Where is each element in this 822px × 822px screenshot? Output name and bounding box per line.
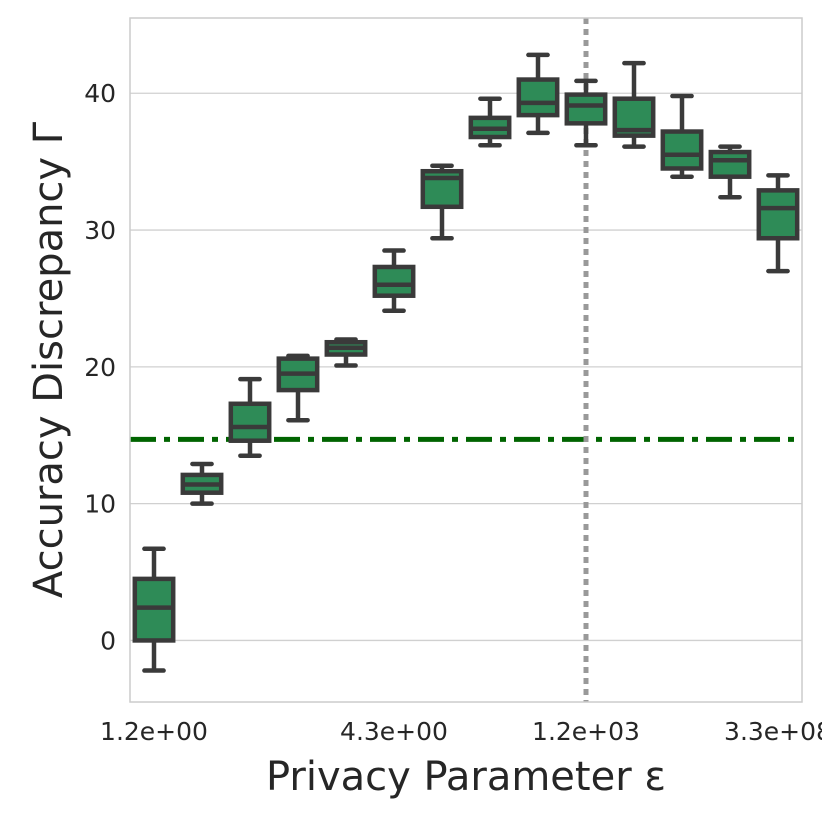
box-plot xyxy=(516,52,560,136)
box-body xyxy=(660,129,704,171)
y-axis-label: Accuracy Discrepancy Γ xyxy=(26,121,72,598)
y-tick-label: 20 xyxy=(84,353,116,382)
y-tick-labels: 0 10 20 30 40 xyxy=(84,79,116,655)
box-plot xyxy=(372,248,416,314)
box-body xyxy=(564,92,608,126)
x-axis-label: Privacy Parameter ε xyxy=(266,754,666,800)
box-body xyxy=(756,188,800,241)
x-tick-label: 4.3e+00 xyxy=(340,717,448,746)
box-plot xyxy=(324,337,368,368)
box-plot xyxy=(420,163,464,241)
box-plot xyxy=(228,376,272,459)
plot-area-background xyxy=(130,18,802,702)
box-plot xyxy=(564,78,608,148)
box-plot xyxy=(132,546,176,673)
y-tick-label: 40 xyxy=(84,79,116,108)
box-plot xyxy=(276,353,320,423)
box-plot xyxy=(468,96,512,148)
box-plots xyxy=(132,52,800,673)
x-tick-label: 1.2e+03 xyxy=(532,717,640,746)
y-tick-label: 30 xyxy=(84,216,116,245)
box-plot xyxy=(756,173,800,274)
x-tick-label: 1.2e+00 xyxy=(100,717,208,746)
x-tick-labels: 1.2e+00 4.3e+00 1.2e+03 3.3e+08 xyxy=(100,717,822,746)
box-plot xyxy=(612,60,656,149)
y-tick-label: 10 xyxy=(84,490,116,519)
x-tick-label: 3.3e+08 xyxy=(724,717,822,746)
box-body xyxy=(516,77,560,118)
box-plot xyxy=(660,93,704,179)
plot-frame xyxy=(129,17,803,703)
grid-lines xyxy=(130,92,802,642)
box-body xyxy=(372,264,416,298)
box-plot xyxy=(180,461,224,506)
box-body xyxy=(708,149,752,179)
box-plot xyxy=(708,144,752,200)
y-tick-label: 0 xyxy=(100,626,116,655)
box-body xyxy=(228,401,272,443)
